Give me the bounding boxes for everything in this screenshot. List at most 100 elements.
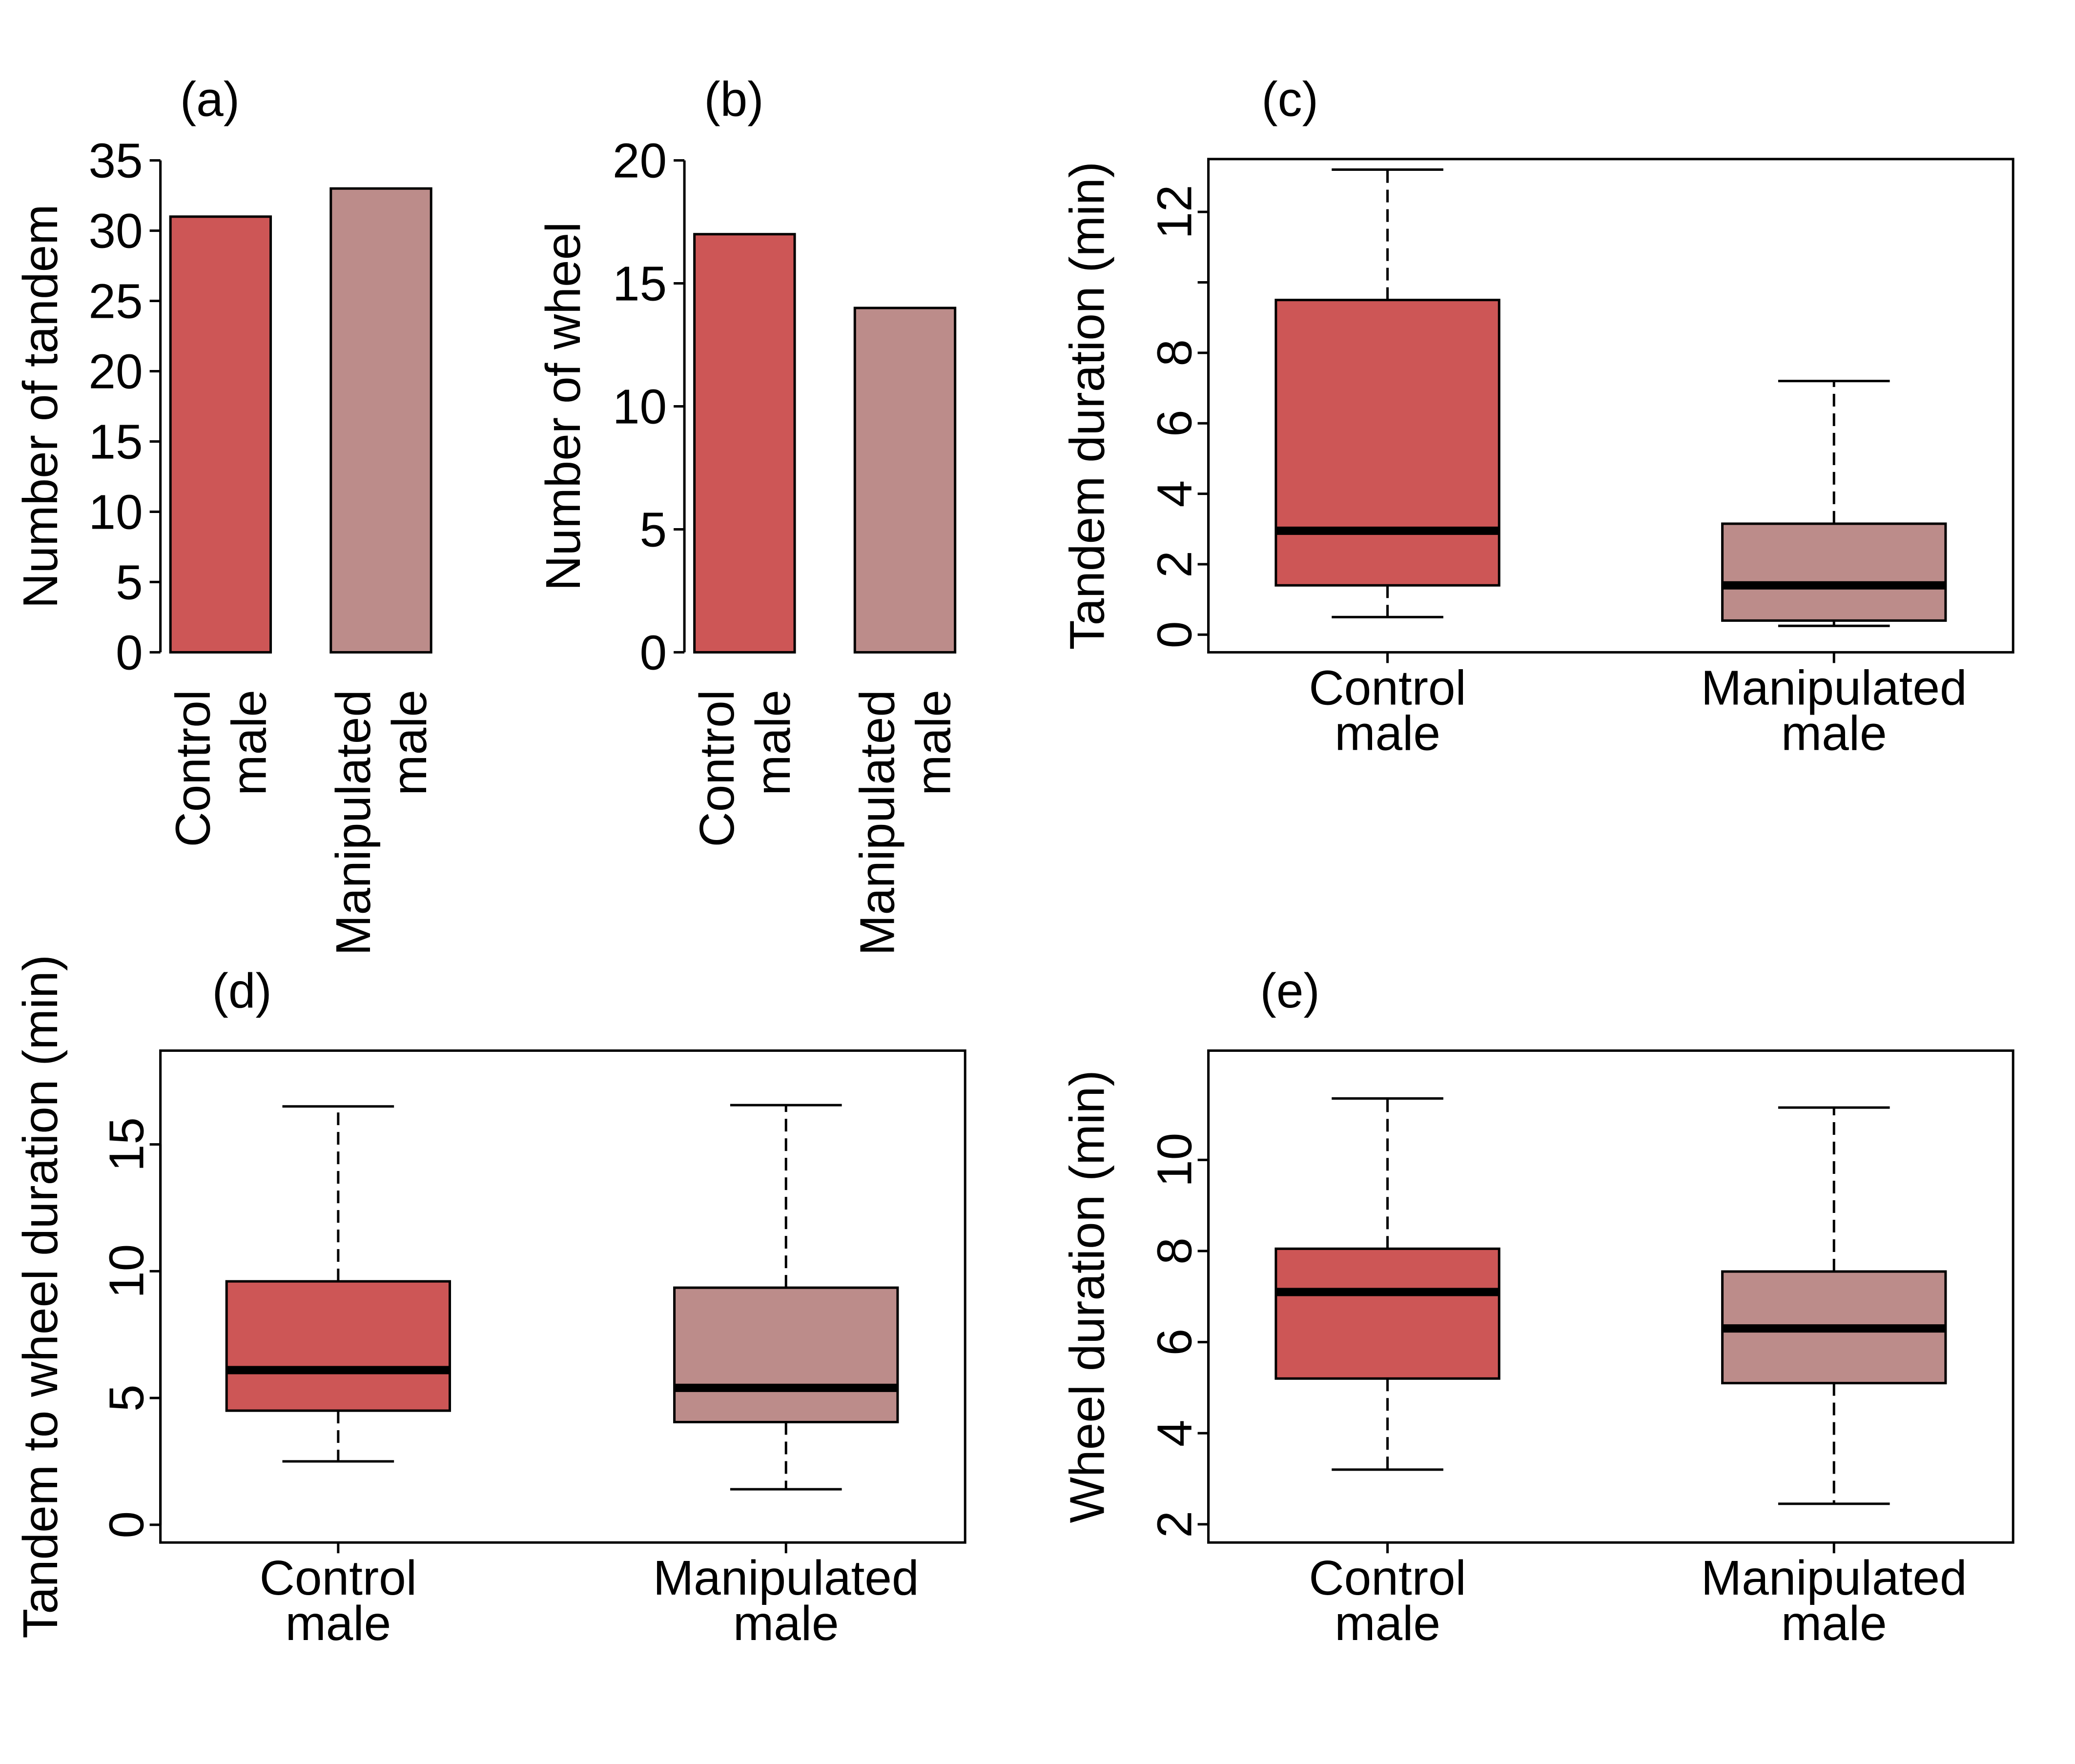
panel-e-iqr-1 (1274, 1247, 1500, 1380)
panel-d-ylabel: Tandem to wheel duration (min) (13, 955, 68, 1639)
panel-c-ylabel-text: Tandem duration (min) (1060, 162, 1114, 650)
panel-c-box-2 (1721, 380, 1947, 627)
panel-b-label: (b) (704, 72, 763, 127)
panel-a-ytick-label-15: 15 (88, 414, 143, 469)
panel-a-xtick-label-2-line-1: Manipulated (326, 690, 381, 956)
panel-d-box-1 (225, 1105, 452, 1463)
panel-e-ytick-label-text-10: 10 (1148, 1133, 1202, 1187)
panel-c-iqr-2 (1721, 522, 1947, 622)
panel-d-ytick-label-0: 0 (100, 1511, 154, 1538)
panel-e-ytick-label-text-6: 6 (1148, 1329, 1202, 1356)
panel-e-ytick-label-8: 8 (1148, 1237, 1202, 1265)
panel-c-ytick-label-12: 12 (1148, 185, 1202, 239)
panel-e-xtick-label-1-line-2: male (1335, 1596, 1440, 1651)
panel-c-label: (c) (1261, 72, 1318, 127)
panel-e: (e) Wheel duration (min) 2 4 6 8 10 Controlmale… (1060, 964, 2014, 1651)
panel-e-box-2 (1721, 1106, 1947, 1505)
panel-c-ytick-label-text-8: 8 (1148, 339, 1202, 367)
panel-b-ylabel: Number of wheel (536, 222, 591, 591)
panel-c-xtick-label-2-line-2: male (1781, 706, 1887, 760)
panel-c: (c)Tandem duration (min) 0246812Controlma… (1060, 72, 2014, 760)
panel-a-bar-2 (329, 187, 432, 654)
panel-a: (a) Number of tandem 0 5 10 15 20 25 30 35 Control… (13, 72, 437, 956)
panel-e-xtick-label-2-line-1: Manipulated (1701, 1551, 1967, 1605)
panel-d-frame (159, 1049, 966, 1544)
panel-d: (d) Tandem to wheel duration (min) 0 5 10 15 C… (13, 955, 966, 1651)
panel-d-box-2 (673, 1104, 899, 1491)
panel-d-iqr-2 (673, 1286, 899, 1423)
panel-a-xtick-label-1: Control male (165, 690, 276, 847)
panel-c-ylabel: Tandem duration (min) (1060, 162, 1114, 650)
panel-c-ytick-label-text-2: 2 (1148, 551, 1202, 578)
panel-b-ytick-label-20: 20 (613, 134, 667, 188)
panel-d-label: (d) (212, 964, 272, 1018)
panel-b-bar-1 (693, 233, 796, 654)
panel-a-xtick-label-1-line-2: male (222, 690, 276, 796)
panel-d-ytick-label-text-10: 10 (100, 1244, 154, 1298)
panel-d-ytick-label-text-0: 0 (100, 1511, 154, 1538)
panel-e-ytick-label-2: 2 (1148, 1511, 1202, 1538)
panel-e-ytick-label-text-4: 4 (1148, 1419, 1202, 1447)
panel-e-ytick-label-text-8: 8 (1148, 1237, 1202, 1265)
panel-c-ytick-label-6: 6 (1148, 410, 1202, 437)
panel-a-bar-1 (169, 215, 272, 654)
panel-c-ytick-label-0: 0 (1148, 621, 1202, 648)
panel-d-ytick-label-15: 15 (100, 1117, 154, 1171)
panel-e-ytick-label-6: 6 (1148, 1329, 1202, 1356)
panel-c-frame (1207, 158, 2014, 654)
panel-e-box-1 (1274, 1097, 1500, 1471)
panel-c-ytick-label-text-12: 12 (1148, 185, 1202, 239)
panel-c-xtick-label-1-line-1: Control (1309, 660, 1466, 715)
panel-a-ytick-label-30: 30 (88, 204, 143, 259)
panel-e-ytick-label-text-2: 2 (1148, 1511, 1202, 1538)
panel-c-iqr-1 (1274, 299, 1500, 587)
panel-c-ytick-label-text-4: 4 (1148, 480, 1202, 508)
panel-c-ytick-label-4: 4 (1148, 480, 1202, 508)
panel-a-ytick-label-5: 5 (116, 555, 143, 610)
panel-d-xtick-label-2-line-2: male (733, 1596, 839, 1651)
panel-d-ytick-label-text-5: 5 (100, 1384, 154, 1412)
panel-c-ytick-label-text-6: 6 (1148, 410, 1202, 437)
panel-a-xtick-label-1-line-1: Control (165, 690, 220, 847)
panel-c-box-1 (1274, 168, 1500, 618)
panel-a-ytick-label-20: 20 (88, 345, 143, 399)
panel-c-xtick-label-2-line-1: Manipulated (1701, 660, 1967, 715)
panel-a-xtick-label-2-line-2: male (382, 690, 437, 796)
panel-d-xtick-label-2-line-1: Manipulated (653, 1551, 919, 1605)
panel-d-ytick-label-5: 5 (100, 1384, 154, 1412)
panel-a-xtick-label-2: Manipulated male (326, 690, 437, 956)
panel-b-ytick-label-10: 10 (613, 380, 667, 434)
panel-d-iqr-1 (225, 1280, 452, 1412)
panel-b-ytick-label-5: 5 (639, 502, 667, 557)
panel-b-ytick-label-15: 15 (613, 257, 667, 311)
panel-e-ytick-label-4: 4 (1148, 1419, 1202, 1447)
panel-d-xtick-label-1-line-2: male (285, 1596, 391, 1651)
panel-d-xtick-label-1-line-1: Control (260, 1551, 417, 1605)
panel-b-ytick-label-0: 0 (639, 625, 667, 680)
panel-b-xtick-label-1: Control male (690, 690, 801, 847)
panel-a-ytick-label-35: 35 (88, 134, 143, 188)
panel-c-ytick-label-text-0: 0 (1148, 621, 1202, 648)
panel-e-xtick-label-2-line-2: male (1781, 1596, 1887, 1651)
panel-a-ylabel-text: Number of tandem (13, 204, 68, 608)
panel-e-ylabel: Wheel duration (min) (1060, 1070, 1114, 1523)
panel-a-ytick-label-10: 10 (88, 485, 143, 539)
panel-b-xtick-label-1-line-1: Control (690, 690, 744, 847)
panel-e-frame (1207, 1049, 2014, 1544)
panel-a-ytick-label-25: 25 (88, 274, 143, 329)
panel-b-xtick-label-2: Manipulated male (850, 690, 961, 956)
panel-d-ylabel-text: Tandem to wheel duration (min) (13, 955, 68, 1639)
panel-d-ytick-label-text-15: 15 (100, 1117, 154, 1171)
panel-b-bar-2 (853, 307, 957, 654)
panel-c-xtick-label-1-line-2: male (1335, 706, 1440, 760)
panel-b-xtick-label-2-line-2: male (906, 690, 961, 796)
panel-e-label: (e) (1260, 964, 1320, 1018)
